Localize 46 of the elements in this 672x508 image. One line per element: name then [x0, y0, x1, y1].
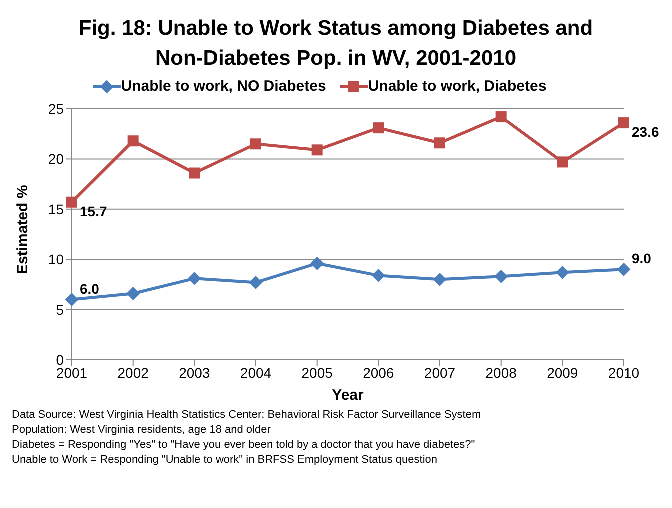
source-note: Data Source: West Virginia Health Statistics Center; Behavioral Risk Factor Surveillance System: [12, 408, 482, 423]
point: [250, 276, 262, 290]
data-label: 6.0: [80, 280, 100, 297]
legend-label: Unable to work, NO Diabetes: [120, 78, 326, 95]
x-tick-label: 2005: [302, 364, 334, 381]
y-tick-label: 25: [48, 100, 64, 117]
data-label: 15.7: [80, 203, 108, 220]
y-tick-label: 20: [48, 151, 64, 168]
x-tick-label: 2010: [608, 364, 640, 381]
text: Unable to Work = Responding "Unable to work" in BRFSS Employment Status question: [12, 453, 439, 468]
point: [373, 122, 384, 134]
x-tick-label: 2003: [179, 364, 210, 381]
point: [434, 273, 446, 286]
x-tick-label: 2006: [363, 364, 394, 381]
chart-title: Fig. 18: Unable to Work Status among Diabetes and Non-Diabetes Pop. in WV, 2001-2010: [78, 16, 594, 72]
data-label: 23.6: [632, 124, 660, 140]
point: [618, 263, 630, 276]
y-tick-label: 10: [48, 252, 64, 268]
data-label: 9.0: [632, 250, 652, 267]
point: [556, 266, 570, 280]
x-axis-title: Year: [332, 387, 364, 404]
x-tick-label: 2007: [424, 364, 456, 381]
legend-label: Unable to work, Diabetes: [367, 78, 547, 95]
point: [310, 257, 324, 270]
x-tick-label: 2002: [118, 364, 150, 381]
y-tick-label: 15: [48, 201, 64, 218]
point: [494, 270, 508, 284]
y-tick-label: 5: [56, 302, 64, 318]
point: [188, 272, 202, 286]
point: [189, 168, 200, 179]
x-tick-label: 2008: [486, 364, 518, 381]
point: [372, 269, 386, 282]
text: Population: West Virginia residents, age 18 and older: [12, 423, 272, 438]
point: [126, 287, 140, 300]
point: [312, 144, 323, 156]
point: [250, 138, 262, 150]
x-tick-label: 2009: [547, 364, 578, 381]
x-tick-label: 2004: [240, 364, 272, 381]
text: Diabetes = Responding "Yes" to "Have you ever been told by a doctor that you have diabetes?": [12, 438, 476, 453]
y-axis-title: Estimated %: [14, 185, 32, 274]
point: [128, 136, 139, 147]
point: [618, 118, 630, 129]
point: [496, 112, 507, 123]
point: [434, 138, 446, 149]
point: [557, 156, 568, 168]
point: [66, 293, 78, 306]
